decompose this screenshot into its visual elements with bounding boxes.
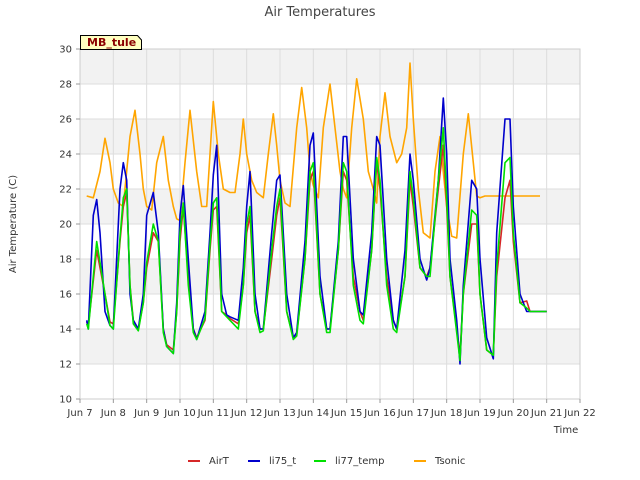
x-tick-label: Jun 20 <box>497 408 530 419</box>
y-tick-label: 18 <box>59 255 72 266</box>
plot-band <box>80 259 580 294</box>
plot-band <box>80 189 580 224</box>
x-tick-label: Jun 18 <box>430 408 463 419</box>
y-tick-label: 26 <box>59 115 72 126</box>
x-tick-label: Jun 11 <box>197 408 230 419</box>
x-tick-label: Jun 15 <box>330 408 363 419</box>
legend-label: li77_temp <box>335 456 384 467</box>
x-axis-ticks: Jun 7 Jun 8 Jun 9 Jun 10 Jun 11 Jun 12 Jun 13 J… <box>66 399 596 419</box>
legend-label: AirT <box>209 456 230 467</box>
series-lines <box>85 62 547 365</box>
plot-band <box>80 49 580 84</box>
y-tick-label: 24 <box>59 150 72 161</box>
plot-band <box>80 154 580 189</box>
y-tick-label: 20 <box>59 220 72 231</box>
site-label-box: MB_tule <box>80 35 142 50</box>
y-tick-label: 12 <box>59 360 72 371</box>
y-tick-label: 30 <box>59 45 72 56</box>
x-tick-label: Jun 13 <box>263 408 296 419</box>
x-tick-label: Jun 12 <box>230 408 263 419</box>
y-tick-label: 10 <box>59 395 72 406</box>
x-tick-label: Jun 21 <box>530 408 563 419</box>
legend-label: Tsonic <box>434 456 465 467</box>
y-axis-label: Air Temperature (C) <box>8 175 19 273</box>
x-tick-label: Jun 14 <box>297 408 330 419</box>
y-tick-label: 14 <box>59 325 72 336</box>
x-tick-label: Jun 17 <box>397 408 430 419</box>
chart-title: Air Temperatures <box>264 5 375 20</box>
site-label: MB_tule <box>87 36 136 49</box>
x-tick-label: Jun 8 <box>100 408 126 419</box>
legend: AirT li75_t li77_temp Tsonic <box>188 456 465 467</box>
y-axis-ticks: 10 12 14 16 18 20 22 24 26 28 30 <box>59 45 80 406</box>
x-tick-label: Jun 16 <box>363 408 396 419</box>
plot-band <box>80 329 580 364</box>
legend-label: li75_t <box>269 456 296 467</box>
x-tick-label: Jun 7 <box>66 408 92 419</box>
x-tick-label: Jun 19 <box>463 408 496 419</box>
x-tick-label: Jun 9 <box>133 408 159 419</box>
series-line-li77_temp <box>85 127 547 362</box>
x-tick-label: Jun 10 <box>163 408 196 419</box>
y-tick-label: 28 <box>59 80 72 91</box>
y-tick-label: 16 <box>59 290 72 301</box>
y-tick-label: 22 <box>59 185 72 196</box>
plot-band <box>80 364 580 399</box>
x-tick-label: Jun 22 <box>563 408 596 419</box>
x-axis-label: Time <box>553 425 578 436</box>
